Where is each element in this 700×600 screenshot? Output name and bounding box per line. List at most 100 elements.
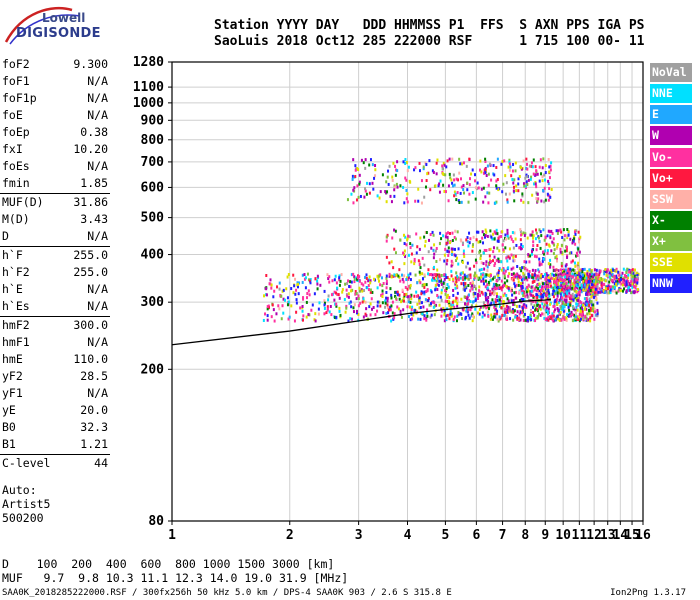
echo-point [481, 273, 484, 277]
echo-point [593, 317, 596, 321]
echo-point [609, 277, 612, 281]
echo-point [629, 283, 632, 287]
echo-point [392, 161, 395, 165]
y-tick-label: 1280 [133, 55, 164, 70]
echo-point [309, 281, 312, 285]
echo-point [576, 266, 579, 270]
param-value: 300.0 [73, 318, 108, 332]
echo-point [596, 290, 599, 294]
echo-point [548, 186, 551, 190]
echo-point [628, 270, 631, 274]
echo-point [526, 293, 529, 297]
echo-point [635, 271, 638, 275]
echo-point [477, 292, 480, 296]
echo-point [538, 263, 541, 267]
echo-point [512, 163, 515, 167]
echo-point [542, 252, 545, 256]
echo-point [556, 231, 559, 235]
echo-point [623, 287, 626, 291]
echo-point [576, 296, 579, 300]
echo-point [352, 272, 355, 276]
echo-point [526, 285, 529, 289]
echo-point [301, 280, 304, 284]
echo-point [510, 267, 513, 271]
echo-point [547, 243, 550, 247]
echo-point [551, 312, 554, 316]
echo-point [376, 194, 379, 198]
echo-point [559, 310, 562, 314]
echo-point [323, 301, 326, 305]
echo-point [544, 164, 547, 168]
param-row: hmE 110.0 [0, 351, 110, 368]
echo-point [532, 240, 535, 244]
echo-point [580, 288, 583, 292]
echo-point [569, 314, 572, 318]
echo-point [542, 188, 545, 192]
echo-point [532, 300, 535, 304]
echo-point [615, 282, 618, 286]
echo-point [474, 287, 477, 291]
echo-point [593, 273, 596, 277]
echo-point [384, 299, 387, 303]
echo-point [547, 318, 550, 322]
echo-point [419, 266, 422, 270]
echo-point [541, 166, 544, 170]
x-tick-label: 10 [555, 528, 571, 543]
echo-point [363, 288, 366, 292]
echo-point [552, 277, 555, 281]
echo-point [351, 288, 354, 292]
echo-point [583, 297, 586, 301]
echo-point [364, 280, 367, 284]
echo-point [386, 296, 389, 300]
echo-point [448, 157, 451, 161]
echo-point [570, 295, 573, 299]
echo-point [510, 287, 513, 291]
echo-point [540, 262, 543, 266]
echo-point [584, 314, 587, 318]
echo-point [443, 313, 446, 317]
echo-point [535, 274, 538, 278]
echo-point [358, 180, 361, 184]
echo-point [555, 246, 558, 250]
echo-point [541, 175, 544, 179]
echo-point [543, 200, 546, 204]
echo-point [418, 306, 421, 310]
echo-point [395, 182, 398, 186]
echo-point [520, 289, 523, 293]
echo-point [538, 257, 541, 261]
echo-point [447, 253, 450, 257]
echo-point [478, 250, 481, 254]
echo-point [288, 315, 291, 319]
echo-point [569, 294, 572, 298]
echo-point [473, 277, 476, 281]
echo-point [555, 254, 558, 258]
echo-point [387, 182, 390, 186]
echo-point [492, 277, 495, 281]
echo-point [514, 315, 517, 319]
echo-point [438, 182, 441, 186]
echo-point [323, 306, 326, 310]
echo-point [558, 291, 561, 295]
echo-point [410, 293, 413, 297]
echo-point [409, 180, 412, 184]
echo-point [580, 268, 583, 272]
echo-point [510, 289, 513, 293]
echo-point [541, 275, 544, 279]
echo-point [577, 230, 580, 234]
echo-point [617, 277, 620, 281]
echo-point [463, 273, 466, 277]
echo-point [350, 289, 353, 293]
param-label: yF2 [2, 369, 23, 383]
echo-point [498, 284, 501, 288]
param-value: N/A [87, 282, 108, 296]
echo-point [357, 297, 360, 301]
echo-point [565, 234, 568, 238]
echo-point [602, 289, 605, 293]
echo-point [427, 250, 430, 254]
echo-point [593, 283, 596, 287]
echo-point [577, 291, 580, 295]
echo-point [491, 298, 494, 302]
echo-point [448, 295, 451, 299]
echo-point [460, 185, 463, 189]
param-label: B1 [2, 437, 16, 451]
